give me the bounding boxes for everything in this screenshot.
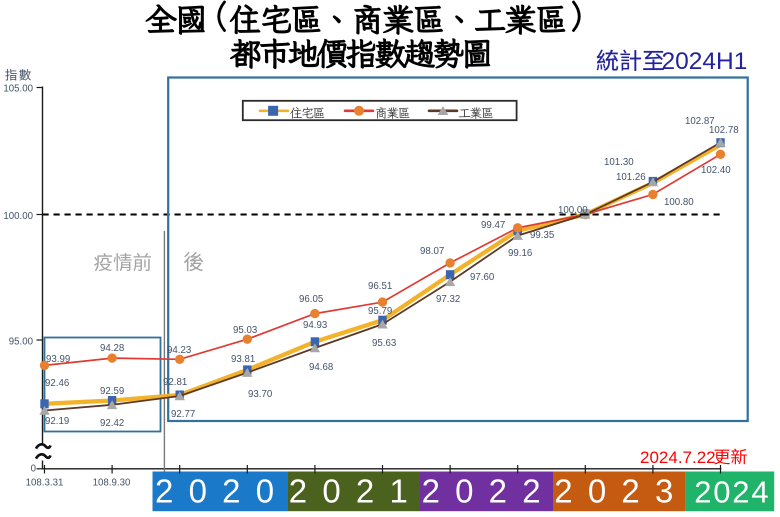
svg-text:97.60: 97.60 [470,272,495,283]
svg-text:2022: 2022 [422,473,556,510]
svg-text:99.35: 99.35 [530,230,554,241]
svg-text:2023: 2023 [554,473,688,510]
svg-text:96.51: 96.51 [368,281,392,292]
svg-text:95.00: 95.00 [9,337,34,348]
svg-text:94.23: 94.23 [167,345,191,356]
svg-text:101.30: 101.30 [604,157,634,168]
svg-text:105.00: 105.00 [3,84,33,95]
svg-text:97.32: 97.32 [436,294,460,305]
svg-text:96.05: 96.05 [299,294,323,305]
svg-text:2024H1: 2024H1 [662,48,748,75]
svg-text:92.81: 92.81 [163,377,187,388]
svg-text:2024.7.22: 2024.7.22 [640,448,716,467]
svg-text:0: 0 [31,464,37,475]
svg-text:94.28: 94.28 [100,343,124,354]
svg-text:93.70: 93.70 [248,389,273,400]
svg-text:92.46: 92.46 [45,378,69,389]
svg-text:101.26: 101.26 [616,172,646,183]
svg-text:102.78: 102.78 [709,125,739,136]
svg-text:92.59: 92.59 [100,386,124,397]
svg-text:95.03: 95.03 [233,325,257,336]
svg-text:95.63: 95.63 [372,338,396,349]
svg-text:99.16: 99.16 [508,248,532,259]
svg-text:102.87: 102.87 [685,116,715,127]
svg-text:108.9.30: 108.9.30 [93,478,131,489]
svg-text:92.19: 92.19 [45,416,69,427]
svg-text:98.07: 98.07 [420,246,444,257]
svg-text:100.00: 100.00 [558,205,588,216]
svg-text:100.00: 100.00 [3,211,33,222]
svg-text:2024: 2024 [694,475,770,510]
svg-text:2020: 2020 [155,473,289,510]
svg-text:93.81: 93.81 [231,354,255,365]
svg-text:99.47: 99.47 [481,220,505,231]
svg-text:95.79: 95.79 [368,306,392,317]
svg-text:93.99: 93.99 [46,354,70,365]
svg-text:94.68: 94.68 [309,362,333,373]
svg-text:94.93: 94.93 [303,320,327,331]
svg-text:92.77: 92.77 [171,409,195,420]
svg-text:2021: 2021 [289,473,423,510]
svg-text:102.40: 102.40 [701,165,731,176]
svg-text:100.80: 100.80 [664,197,694,208]
svg-text:108.3.31: 108.3.31 [26,478,64,489]
svg-text:92.42: 92.42 [100,418,124,429]
